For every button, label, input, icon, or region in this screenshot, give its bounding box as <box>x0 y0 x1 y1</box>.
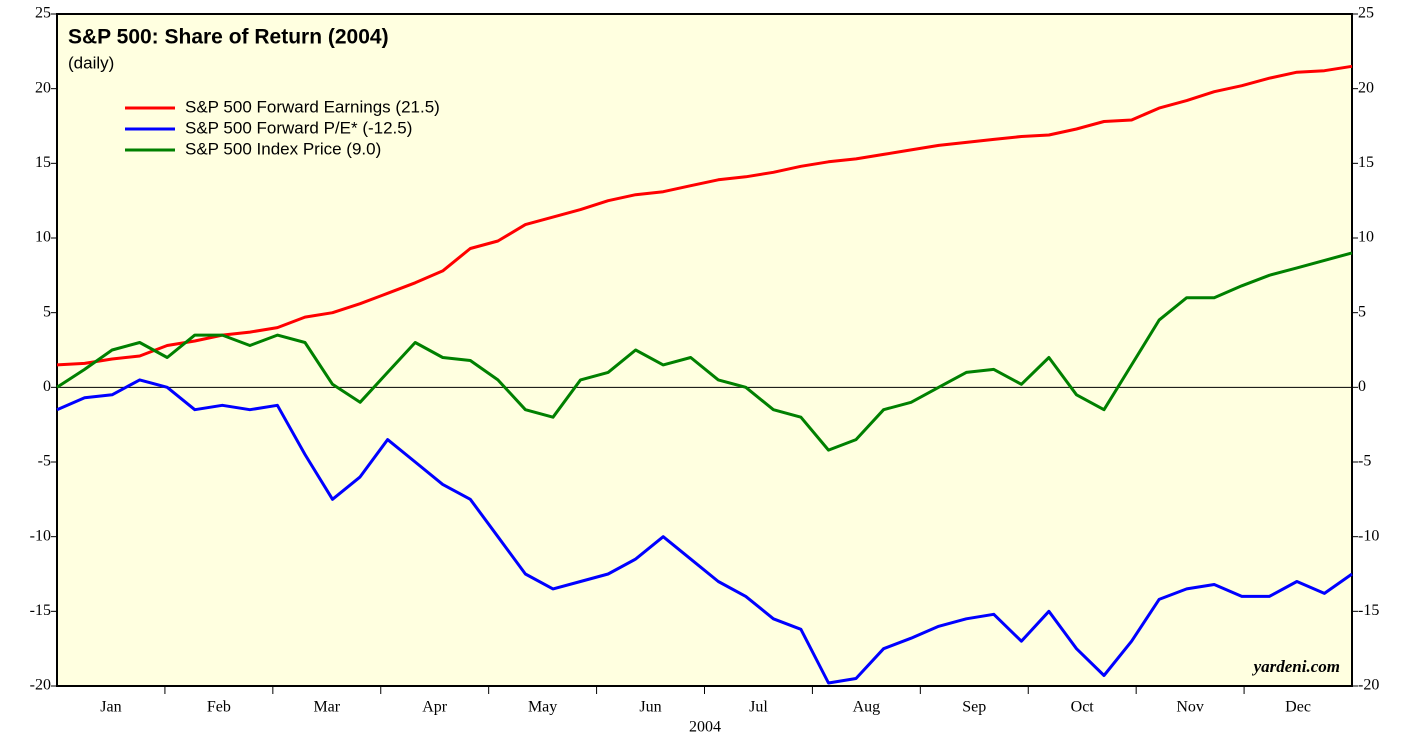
x-tick-label: Jun <box>639 699 661 716</box>
annotation: yardeni.com <box>1252 657 1340 676</box>
y-tick-label: 15 <box>35 154 51 171</box>
y-tick-label: 5 <box>43 303 51 320</box>
y2-tick-label: -10 <box>1358 527 1379 544</box>
series-line <box>56 251 1353 452</box>
x-tick-label: Sep <box>962 699 986 716</box>
x-tick-label: Mar <box>313 699 340 716</box>
y-tick-label: 0 <box>43 378 51 395</box>
y2-tick-label: 0 <box>1358 378 1366 395</box>
y-tick-label: -5 <box>38 453 51 470</box>
x-tick-label: Jan <box>100 699 121 716</box>
x-tick-label: Apr <box>422 699 448 716</box>
y-tick-label: 20 <box>35 79 51 96</box>
y-tick-label: -15 <box>30 602 51 619</box>
x-tick-label: Aug <box>853 699 881 716</box>
x-tick-label: Dec <box>1285 699 1311 716</box>
y2-tick-label: 15 <box>1358 154 1374 171</box>
y-tick-label: 25 <box>35 5 51 22</box>
legend-label: S&P 500 Index Price (9.0) <box>185 139 381 158</box>
legend-label: S&P 500 Forward Earnings (21.5) <box>185 97 440 116</box>
y2-tick-label: 25 <box>1358 5 1374 22</box>
y2-tick-label: -20 <box>1358 677 1379 694</box>
y-tick-label: 10 <box>35 229 51 246</box>
series-line <box>56 64 1353 367</box>
y-tick-label: -20 <box>30 677 51 694</box>
plot-area <box>56 13 1353 687</box>
y-tick-label: -10 <box>30 527 51 544</box>
y2-tick-label: -5 <box>1358 453 1371 470</box>
y2-tick-label: 5 <box>1358 303 1366 320</box>
x-tick-label: May <box>528 699 557 716</box>
series-line <box>56 378 1353 685</box>
x-tick-label: Nov <box>1176 699 1204 716</box>
x-tick-label: Oct <box>1071 699 1095 716</box>
x-tick-label: Jul <box>749 699 768 716</box>
x-axis-label: 2004 <box>689 719 721 736</box>
chart-subtitle: (daily) <box>68 53 114 72</box>
x-tick-label: Feb <box>207 699 231 716</box>
chart-title: S&P 500: Share of Return (2004) <box>68 26 389 49</box>
legend-label: S&P 500 Forward P/E* (-12.5) <box>185 118 412 137</box>
y2-tick-label: -15 <box>1358 602 1379 619</box>
y2-tick-label: 20 <box>1358 79 1374 96</box>
y2-tick-label: 10 <box>1358 229 1374 246</box>
